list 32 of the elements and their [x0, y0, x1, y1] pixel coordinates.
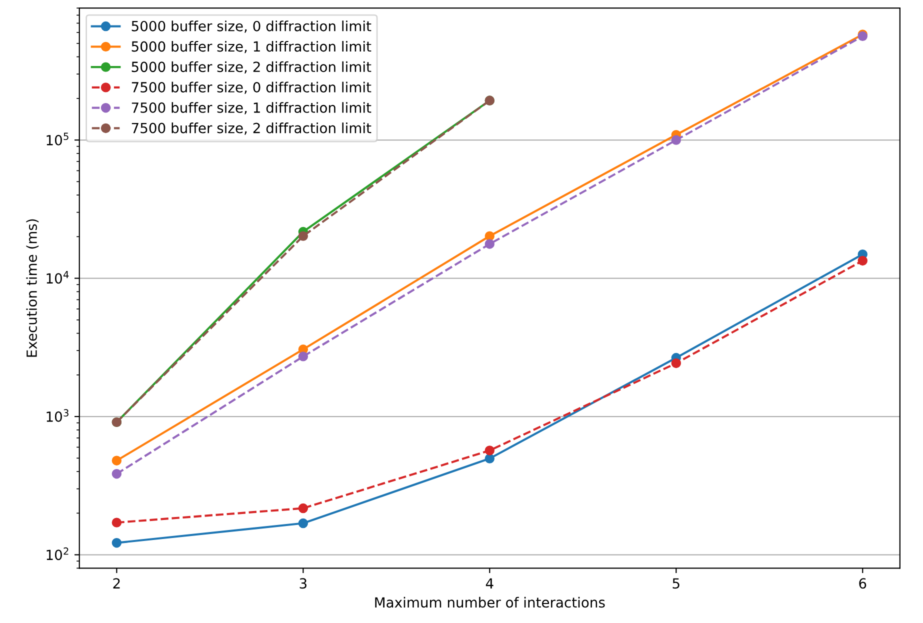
- point: [298, 503, 308, 514]
- x-tick-label: 4: [486, 578, 494, 588]
- x-tick-label: 3: [300, 578, 306, 589]
- x-tick-label: 2: [113, 578, 120, 588]
- point: [298, 352, 308, 362]
- y-tick-label: 10$^{2}$: [46, 547, 68, 560]
- point: [112, 538, 122, 548]
- point: [484, 446, 495, 456]
- y-axis-title: Execution time (ms): [26, 219, 39, 357]
- point: [671, 358, 681, 368]
- y-tick-label: 10$^{5}$: [46, 132, 68, 146]
- point: [298, 518, 308, 528]
- point: [298, 231, 308, 241]
- point: [112, 468, 122, 479]
- point: [484, 454, 495, 464]
- point: [484, 231, 495, 241]
- point: [858, 256, 868, 266]
- x-axis-title: Maximum number of interactions: [375, 596, 605, 608]
- legend-label: 7500 buffer size, 0 diffraction limit: [132, 82, 372, 94]
- legend-label: 5000 buffer size, 1 diffraction limit: [132, 40, 372, 54]
- x-tick-label: 5: [672, 578, 680, 589]
- x-tick-label: 6: [859, 578, 866, 589]
- point: [112, 456, 122, 466]
- legend-label: 5000 buffer size, 2 diffraction limit: [132, 61, 372, 74]
- legend-label: 7500 buffer size, 2 diffraction limit: [132, 122, 372, 135]
- legend-label: 7500 buffer size, 1 diffraction limit: [132, 102, 372, 114]
- y-tick-label: 10$^{4}$: [46, 271, 69, 284]
- y-tick-label: 10$^{3}$: [46, 409, 68, 422]
- legend-label: 5000 buffer size, 0 diffraction limit: [132, 20, 372, 33]
- point: [112, 518, 122, 528]
- point: [484, 239, 495, 249]
- point: [671, 135, 681, 145]
